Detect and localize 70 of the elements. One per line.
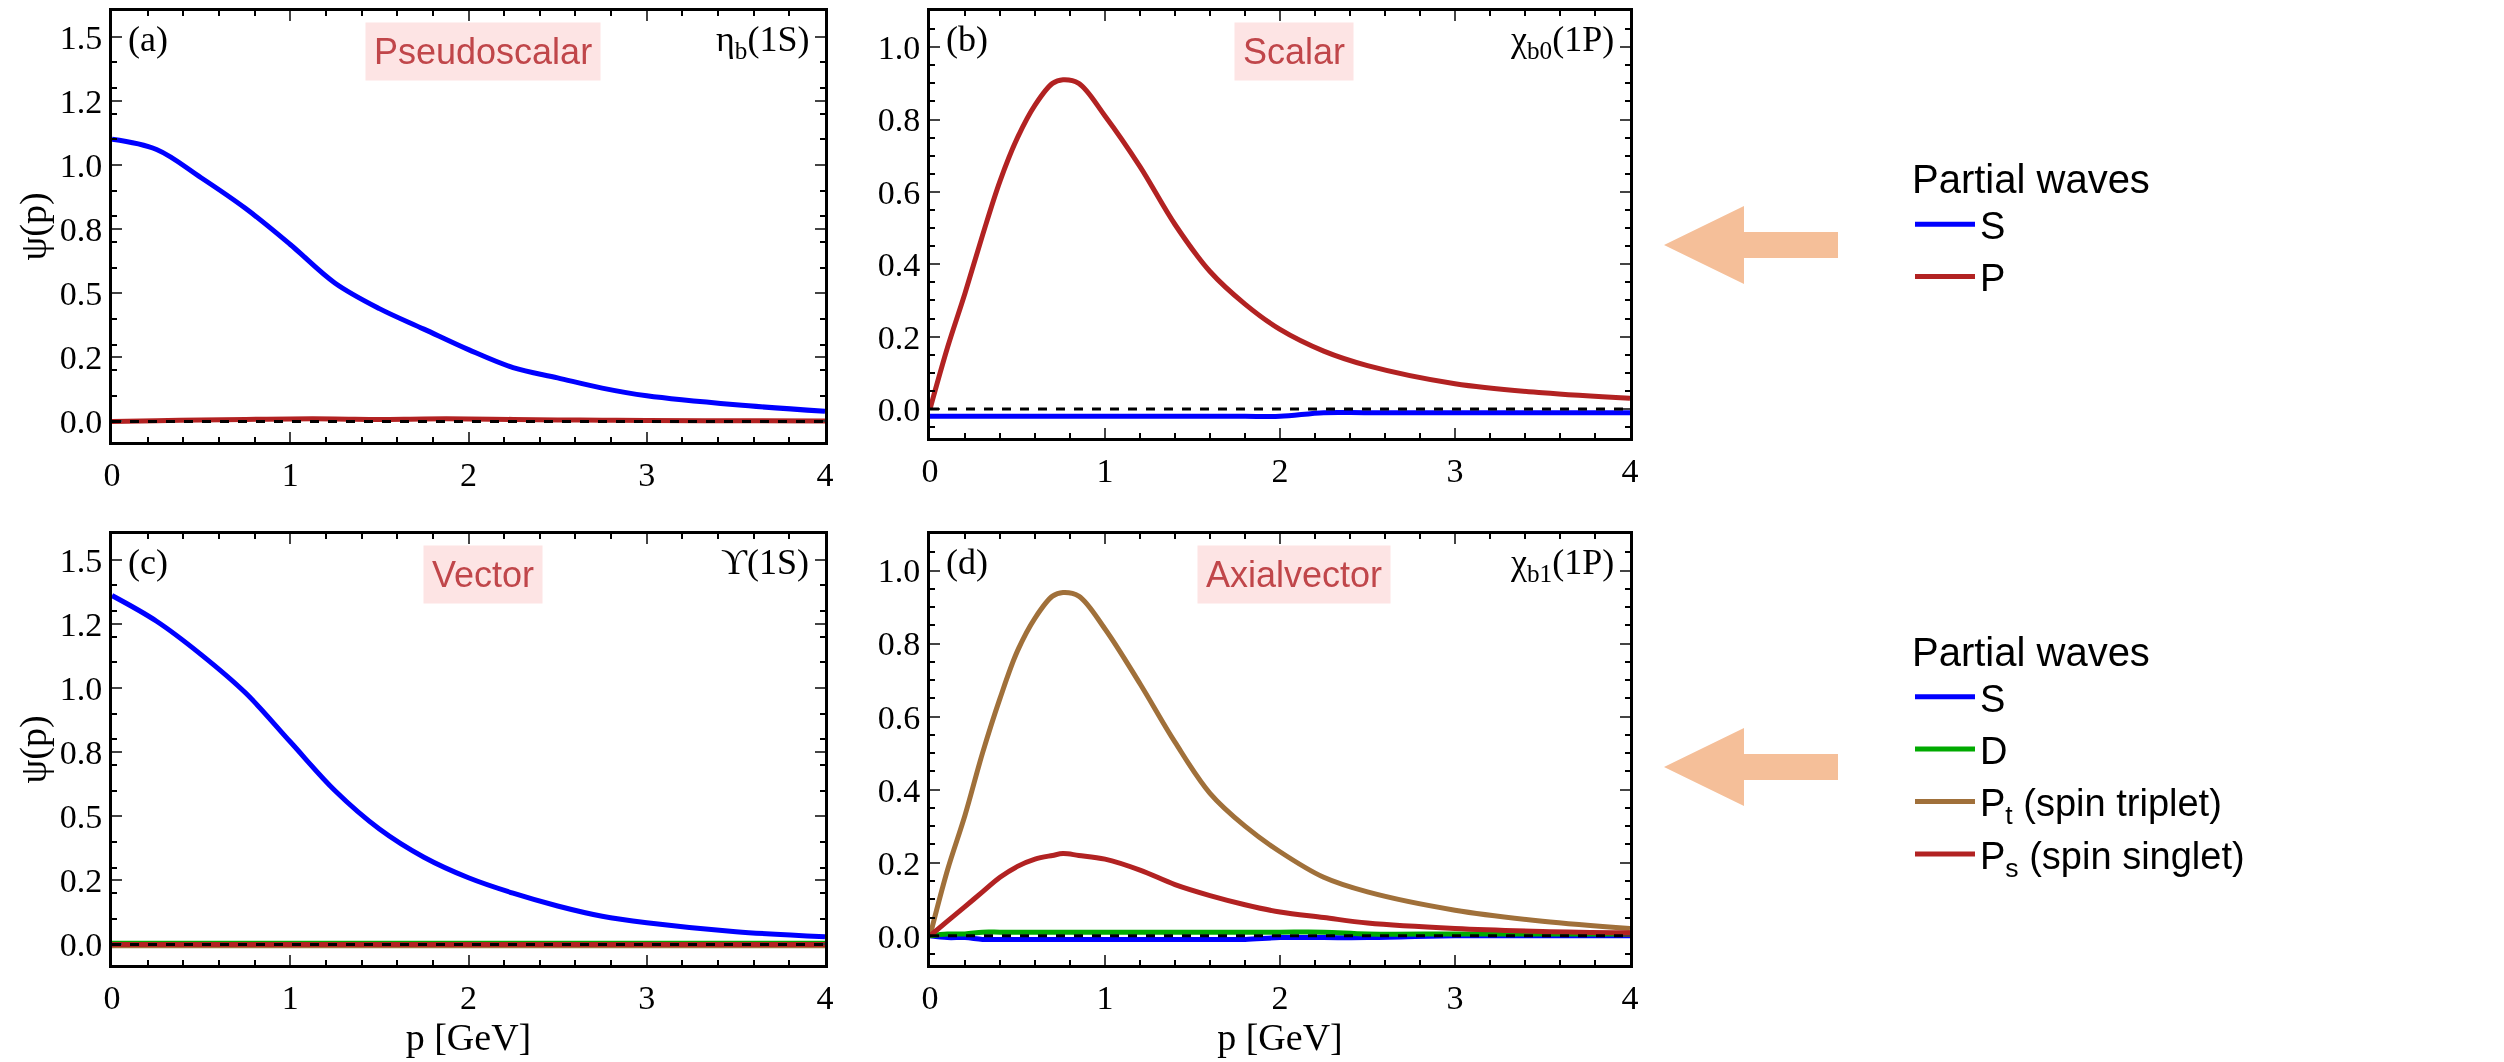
legend-label: P: [1980, 257, 2006, 300]
x-tick-label: 3: [638, 978, 656, 1016]
y-tick-label: 1.0: [59, 146, 103, 184]
y-tick-label: 0.0: [59, 403, 103, 441]
x-tick-label: 0: [921, 451, 939, 489]
y-tick-label: 0.4: [877, 246, 921, 284]
x-tick-label: 4: [816, 978, 834, 1016]
x-tick-label: 1: [1096, 451, 1114, 489]
annotation: Pseudoscalar: [374, 31, 593, 72]
y-tick-label: 1.2: [59, 605, 103, 643]
annotation: χ$_{b0}$(1P): [1510, 19, 1615, 64]
x-tick-label: 3: [638, 455, 656, 493]
y-tick-label: 1.5: [59, 18, 103, 56]
x-tick-label: 0: [921, 978, 939, 1016]
x-tick-label: 1: [281, 455, 299, 493]
y-axis-title: ψ(p): [11, 715, 55, 784]
y-tick-label: 0.2: [59, 862, 103, 900]
legend-label: S: [1980, 677, 2006, 720]
annotation: (d): [946, 542, 988, 582]
x-tick-label: 3: [1446, 978, 1464, 1016]
x-tick-label: 2: [460, 455, 477, 493]
legend-label: P$_{t}$ (spin triplet): [1980, 782, 2222, 831]
y-tick-label: 1.0: [59, 669, 103, 707]
legend-title: Partial waves: [1912, 157, 2150, 201]
x-tick-label: 4: [1621, 978, 1639, 1016]
y-tick-label: 0.6: [877, 173, 921, 211]
y-tick-label: 0.8: [877, 101, 921, 139]
y-tick-label: 0.4: [877, 771, 921, 809]
annotation: (c): [128, 542, 168, 582]
x-tick-label: 0: [103, 978, 121, 1016]
y-tick-label: 0.8: [59, 733, 103, 771]
annotation: Axialvector: [1206, 554, 1383, 595]
y-tick-label: 0.2: [877, 844, 921, 882]
annotation: (b): [946, 19, 988, 59]
x-tick-label: 3: [1446, 451, 1464, 489]
y-tick-label: 1.5: [59, 541, 103, 579]
legend-label: D: [1980, 729, 2008, 772]
x-axis-title: p [GeV]: [1217, 1015, 1343, 1058]
y-tick-label: 1.0: [877, 29, 921, 67]
legend-label: S: [1980, 205, 2006, 248]
x-tick-label: 2: [1271, 978, 1289, 1016]
y-tick-label: 0.8: [877, 625, 921, 663]
x-axis-title: p [GeV]: [405, 1015, 532, 1058]
y-tick-label: 0.2: [59, 339, 103, 377]
legend-label: P$_{s}$ (spin singlet): [1980, 834, 2245, 883]
y-tick-label: 0.6: [877, 698, 921, 736]
annotation: Scalar: [1243, 31, 1346, 72]
y-tick-label: 0.5: [59, 275, 103, 313]
x-tick-label: 4: [816, 455, 834, 493]
y-tick-label: 1.0: [877, 552, 921, 590]
x-tick-label: 2: [1271, 451, 1289, 489]
annotation: Vector: [432, 554, 535, 595]
annotation: (a): [128, 19, 168, 59]
y-tick-label: 0.8: [59, 210, 103, 248]
annotation: η$_{b}$(1S): [716, 19, 810, 64]
x-tick-label: 4: [1621, 451, 1639, 489]
x-tick-label: 2: [460, 978, 477, 1016]
annotation: χ$_{b1}$(1P): [1510, 542, 1615, 587]
y-tick-label: 0.0: [877, 917, 921, 955]
x-tick-label: 1: [1096, 978, 1114, 1016]
y-axis-title: ψ(p): [11, 192, 55, 261]
legend-title: Partial waves: [1912, 629, 2150, 674]
y-tick-label: 0.2: [877, 318, 921, 356]
y-tick-label: 0.0: [59, 926, 103, 964]
x-tick-label: 0: [103, 455, 121, 493]
y-tick-label: 0.5: [59, 798, 103, 836]
x-tick-label: 1: [281, 978, 299, 1016]
y-tick-label: 0.0: [877, 390, 921, 428]
annotation: ϒ(1S): [721, 542, 809, 582]
y-tick-label: 1.2: [59, 82, 103, 120]
